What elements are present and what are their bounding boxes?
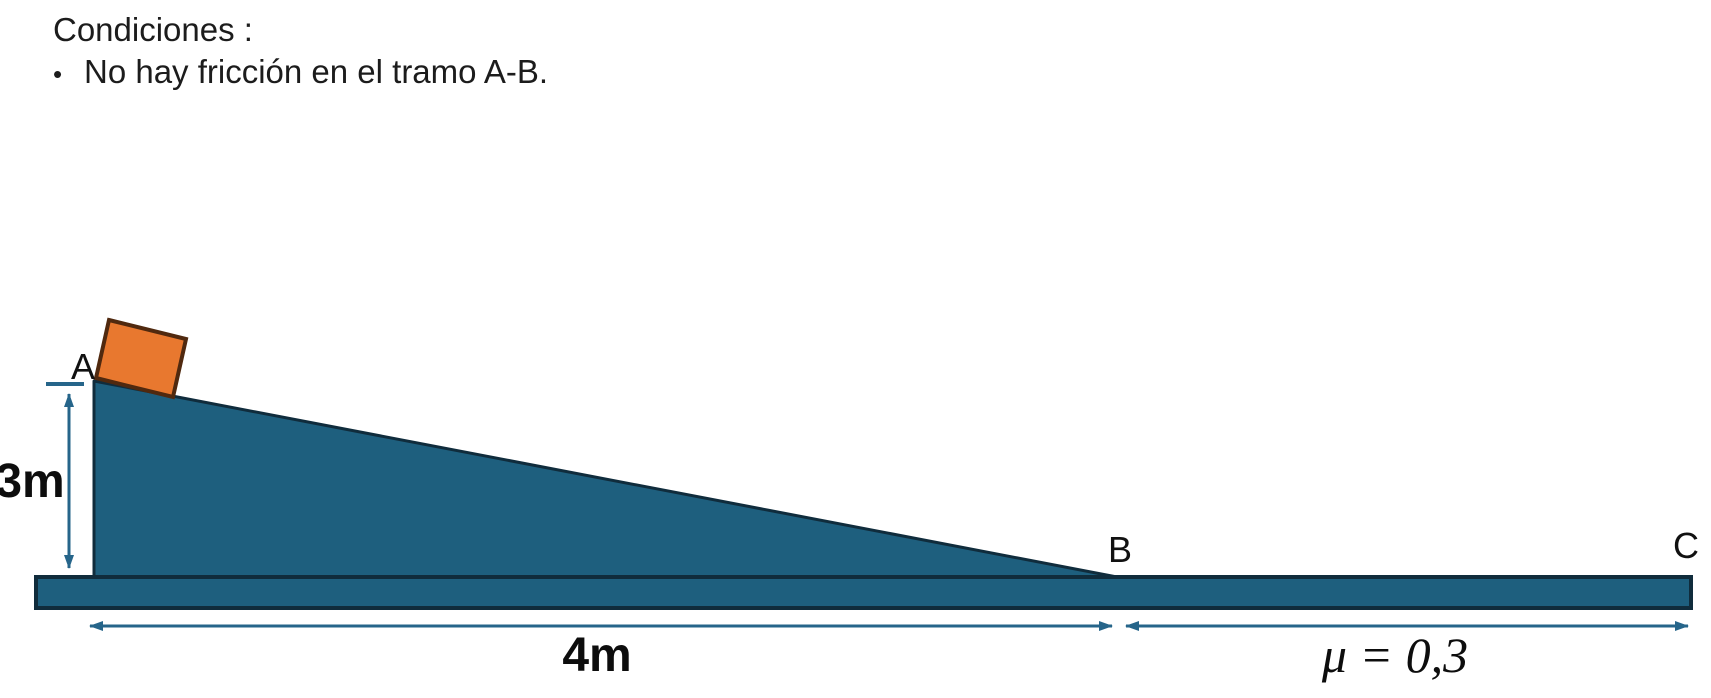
conditions-title: Condiciones : <box>53 11 253 48</box>
ground-bar <box>34 575 1693 610</box>
conditions-block: Condiciones : • No hay fricción en el tr… <box>53 10 548 94</box>
block-on-incline <box>93 317 189 400</box>
point-a-label: A <box>71 346 95 387</box>
conditions-list-item: • No hay fricción en el tramo A-B. <box>53 52 548 94</box>
incline-triangle <box>92 379 1119 579</box>
height-dimension-label: 3m <box>0 455 65 508</box>
conditions-item-text: No hay fricción en el tramo A-B. <box>84 53 549 90</box>
point-b-label: B <box>1108 529 1132 570</box>
friction-coefficient-label: μ = 0,3 <box>1321 627 1468 683</box>
bullet-marker: • <box>53 59 63 89</box>
length-ab-dimension-label: 4m <box>562 629 631 682</box>
point-c-label: C <box>1673 525 1699 566</box>
